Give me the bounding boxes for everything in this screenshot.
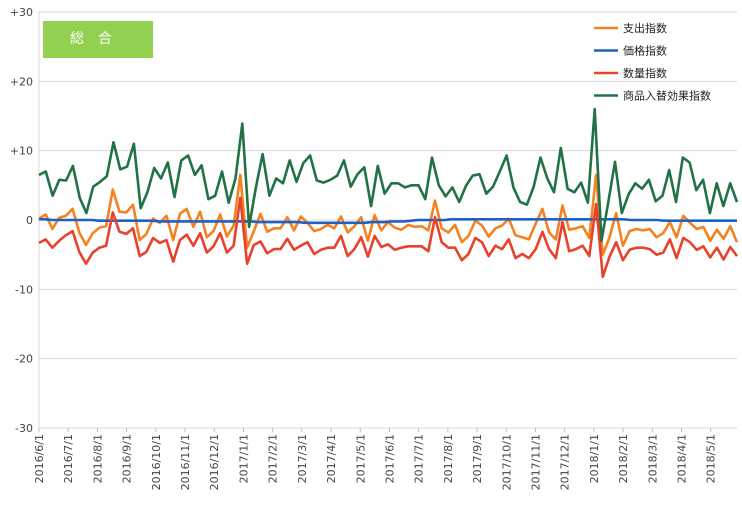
series-line-1: [39, 218, 737, 225]
x-tick-label: 2017/7/1: [413, 434, 426, 483]
x-tick-label: 2018/3/1: [646, 434, 659, 483]
x-tick-label: 2017/8/1: [442, 434, 455, 483]
title-badge: 総合: [43, 21, 153, 58]
series-line-3: [38, 107, 739, 243]
x-tick-label: 2018/4/1: [676, 434, 689, 483]
x-tick-label: 2017/4/1: [325, 434, 338, 483]
x-tick-label: 2017/10/1: [500, 434, 513, 490]
y-tick-label: -20: [15, 353, 33, 366]
x-tick-label: 2017/2/1: [267, 434, 280, 483]
series-line-2: [38, 196, 739, 279]
y-tick-label: -30: [15, 422, 33, 435]
x-tick-label: 2017/5/1: [354, 434, 367, 483]
x-tick-label: 2016/8/1: [91, 434, 104, 483]
x-tick-label: 2016/10/1: [150, 434, 163, 490]
x-tick-label: 2017/3/1: [296, 434, 309, 483]
x-tick-label: 2016/6/1: [33, 434, 46, 483]
x-tick-label: 2018/1/1: [588, 434, 601, 483]
x-tick-label: 2016/11/1: [179, 434, 192, 490]
x-tick-label: 2017/6/1: [383, 434, 396, 483]
y-tick-label: +30: [10, 6, 33, 19]
legend-label: 支出指数: [623, 21, 667, 35]
legend-label: 商品入替効果指数: [623, 89, 711, 103]
legend-label: 数量指数: [623, 66, 667, 80]
y-tick-label: +20: [10, 75, 33, 88]
y-tick-label: +10: [10, 145, 33, 158]
x-tick-label: 2016/7/1: [62, 434, 75, 483]
y-tick-label: 0: [26, 214, 33, 227]
x-tick-label: 2018/5/1: [705, 434, 718, 483]
x-tick-label: 2017/1/1: [237, 434, 250, 483]
x-tick-label: 2017/12/1: [559, 434, 572, 490]
x-tick-label: 2017/11/1: [529, 434, 542, 490]
legend-label: 価格指数: [623, 44, 667, 58]
y-tick-label: -10: [15, 283, 33, 296]
x-tick-label: 2018/2/1: [617, 434, 630, 483]
x-tick-label: 2017/9/1: [471, 434, 484, 483]
x-tick-label: 2016/9/1: [121, 434, 134, 483]
x-tick-label: 2016/12/1: [208, 434, 221, 490]
